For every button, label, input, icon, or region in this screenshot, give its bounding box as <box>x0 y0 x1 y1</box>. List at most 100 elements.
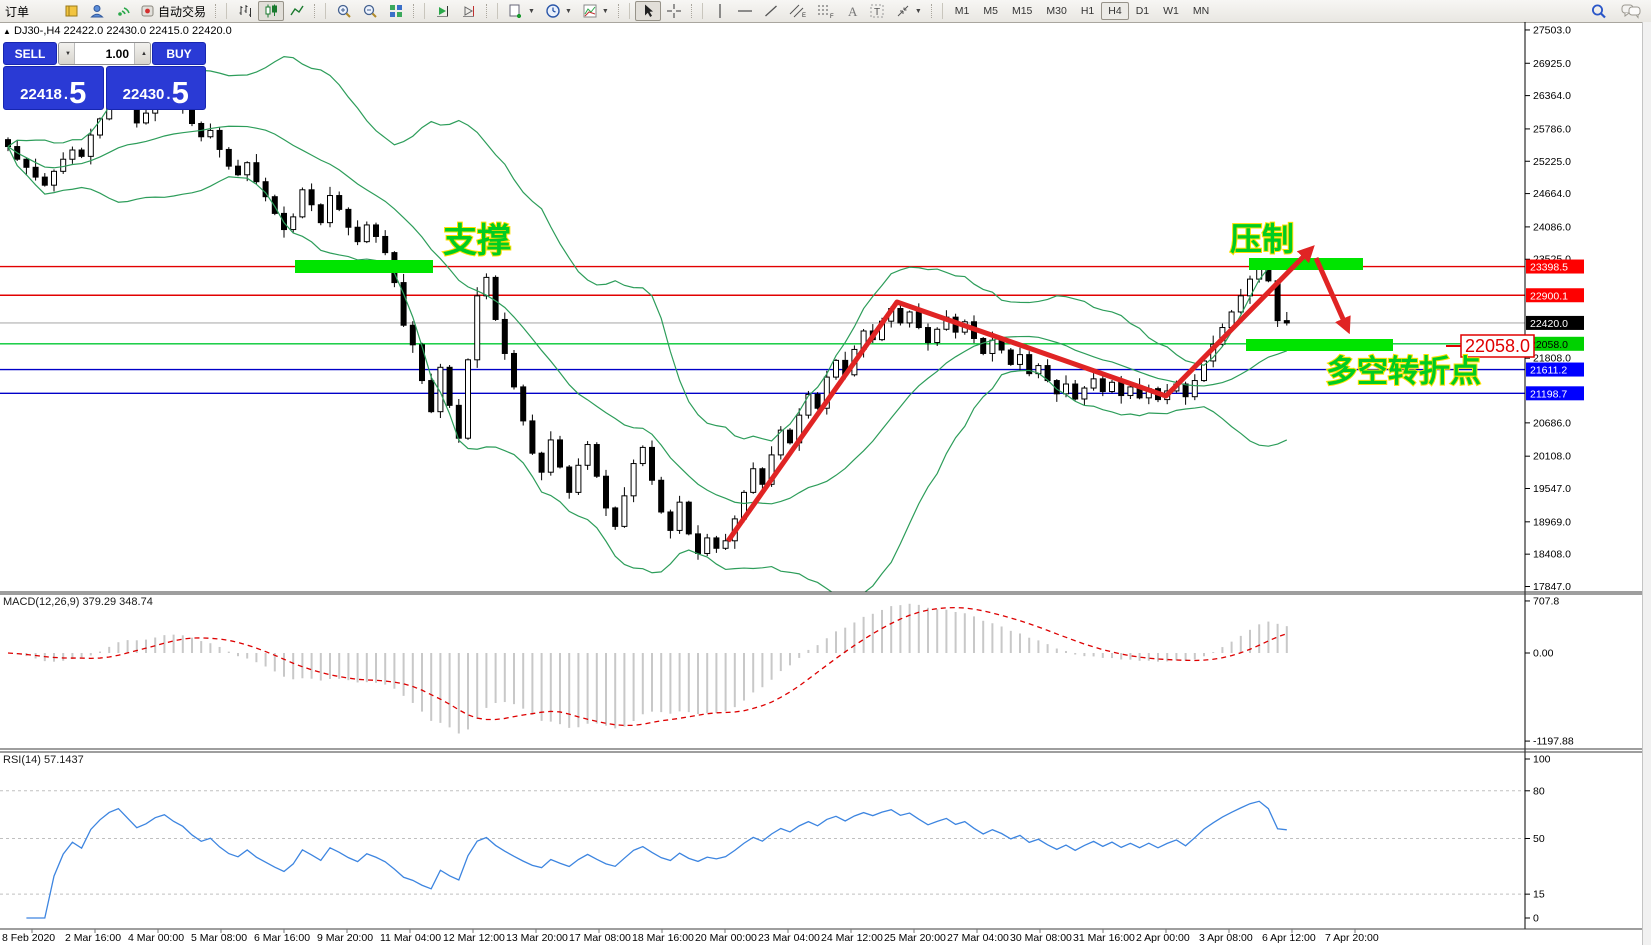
tf-d1[interactable]: D1 <box>1129 2 1156 20</box>
time-axis-label: 5 Mar 08:00 <box>191 932 247 944</box>
crosshair-icon[interactable] <box>661 1 687 21</box>
tile-windows-icon[interactable] <box>383 1 409 21</box>
chat-icon[interactable] <box>1621 3 1641 19</box>
time-axis-label: 2 Mar 16:00 <box>65 932 121 944</box>
macd-signal-line <box>7 606 1288 727</box>
bar-chart-icon[interactable] <box>232 1 258 21</box>
separator <box>497 3 499 19</box>
trendline-icon[interactable] <box>758 1 784 21</box>
annotation-text: 压制 <box>1230 221 1294 257</box>
svg-text:19547.0: 19547.0 <box>1533 483 1571 495</box>
dropdown-arrow-icon: ▼ <box>914 7 922 15</box>
time-axis-label: 6 Mar 16:00 <box>254 932 310 944</box>
volume-value[interactable]: 1.00 <box>105 47 129 61</box>
highlight-zone <box>1249 258 1363 270</box>
new-chart-icon[interactable]: ▼ <box>503 1 540 21</box>
svg-text:18969.0: 18969.0 <box>1533 516 1571 528</box>
svg-text:707.8: 707.8 <box>1533 595 1559 607</box>
sell-button[interactable]: SELL <box>3 42 57 65</box>
equidistant-channel-icon[interactable]: E <box>784 1 812 21</box>
sell-price[interactable]: 22418. 5 <box>3 66 104 110</box>
tf-m1[interactable]: M1 <box>948 2 977 20</box>
svg-text:50: 50 <box>1533 833 1545 845</box>
svg-text:-1197.88: -1197.88 <box>1533 736 1574 748</box>
time-axis-label: 24 Mar 12:00 <box>821 932 883 944</box>
chart-title: DJ30-,H4 22422.0 22430.0 22415.0 22420.0 <box>14 25 232 37</box>
time-axis-label: 4 Mar 00:00 <box>128 932 184 944</box>
autotrading-label: 自动交易 <box>158 4 207 19</box>
price-level-label <box>1526 288 1584 303</box>
tf-w1[interactable]: W1 <box>1156 2 1186 20</box>
tf-m5[interactable]: M5 <box>976 2 1005 20</box>
horizontal-line-icon[interactable] <box>732 1 758 21</box>
tf-m15[interactable]: M15 <box>1005 2 1039 20</box>
text-icon[interactable]: A <box>840 1 864 21</box>
buy-price[interactable]: 22430. 5 <box>105 66 206 110</box>
contacts-icon[interactable] <box>84 1 110 21</box>
price-level-label <box>1526 259 1584 274</box>
time-axis-label: 25 Mar 20:00 <box>884 932 946 944</box>
svg-text:27503.0: 27503.0 <box>1533 24 1571 36</box>
vertical-line-icon[interactable] <box>708 1 732 21</box>
volume-increase-button[interactable]: ▲ <box>134 43 150 64</box>
svg-text:17847.0: 17847.0 <box>1533 581 1571 593</box>
svg-text:0: 0 <box>1533 913 1539 925</box>
volume-decrease-button[interactable]: ▼ <box>59 43 75 64</box>
svg-text:20686.0: 20686.0 <box>1533 417 1571 429</box>
auto-scroll-icon[interactable] <box>430 1 456 21</box>
search-icon[interactable] <box>1590 3 1607 20</box>
autotrading-button[interactable]: 自动交易 <box>136 1 211 21</box>
price-callout-text: 22058.0 <box>1465 336 1530 356</box>
notebook-icon[interactable] <box>58 1 84 21</box>
periods-icon[interactable]: ▼ <box>540 1 577 21</box>
svg-text:26925.0: 26925.0 <box>1533 58 1571 70</box>
chart-canvas[interactable]: 27503.0 26925.0 26364.0 25786.0 25225.0 24664… <box>0 22 1651 945</box>
annotation-text: 多空转折点 <box>1326 354 1481 389</box>
autotrading-icon <box>141 4 155 18</box>
tf-mn[interactable]: MN <box>1186 2 1216 20</box>
cursor-icon[interactable] <box>634 1 661 21</box>
chart-object-marker: ▲ <box>3 27 11 36</box>
chart-shift-icon[interactable] <box>456 1 482 21</box>
time-axis-label: 3 Apr 08:00 <box>1199 932 1253 944</box>
tf-h1[interactable]: H1 <box>1074 2 1101 20</box>
time-axis-label: 18 Mar 16:00 <box>632 932 694 944</box>
svg-text:25225.0: 25225.0 <box>1533 156 1571 168</box>
time-axis-label: 20 Mar 00:00 <box>695 932 757 944</box>
trend-arrow-down <box>1313 256 1351 335</box>
candlestick-chart-icon[interactable] <box>258 1 285 21</box>
price-level-label <box>1526 386 1584 401</box>
separator <box>941 3 943 19</box>
separator <box>628 3 630 19</box>
svg-text:100: 100 <box>1533 754 1551 766</box>
dropdown-arrow-icon: ▼ <box>528 7 535 15</box>
time-axis-label: 13 Mar 20:00 <box>506 932 568 944</box>
one-click-trading-panel: SELL ▼ 1.00 ▲ BUY 22418. 5 22430. 5 <box>3 42 206 110</box>
arrows-icon[interactable]: ▼ <box>890 1 927 21</box>
time-axis-label: 6 Apr 12:00 <box>1262 932 1316 944</box>
time-axis-label: 9 Mar 20:00 <box>317 932 373 944</box>
zoom-out-icon[interactable] <box>357 1 383 21</box>
fibonacci-icon[interactable]: F <box>812 1 840 21</box>
separator <box>424 3 426 19</box>
timeframe-buttons: M1 M5 M15 M30 H1 H4 D1 W1 MN <box>948 2 1216 20</box>
time-axis-label: 27 Mar 04:00 <box>947 932 1009 944</box>
tf-h4[interactable]: H4 <box>1101 2 1129 20</box>
buy-button[interactable]: BUY <box>152 42 206 65</box>
signal-icon[interactable] <box>110 1 136 21</box>
templates-icon[interactable]: ▼ <box>577 1 614 21</box>
svg-text:20108.0: 20108.0 <box>1533 451 1571 463</box>
time-axis-label: 17 Mar 08:00 <box>569 932 631 944</box>
zoom-in-icon[interactable] <box>331 1 357 21</box>
svg-text:22420.0: 22420.0 <box>1530 318 1568 330</box>
svg-text:24086.0: 24086.0 <box>1533 221 1571 233</box>
text-label-icon[interactable]: T <box>864 1 890 21</box>
svg-text:0.00: 0.00 <box>1533 648 1554 660</box>
new-order-button[interactable]: 新订单 <box>0 1 58 21</box>
svg-text:25786.0: 25786.0 <box>1533 123 1571 135</box>
svg-text:26364.0: 26364.0 <box>1533 90 1571 102</box>
line-chart-icon[interactable] <box>284 1 310 21</box>
tf-m30[interactable]: M30 <box>1039 2 1073 20</box>
svg-text:F: F <box>830 14 834 19</box>
toolbar: 新订单 自动交易 <box>0 0 1651 23</box>
